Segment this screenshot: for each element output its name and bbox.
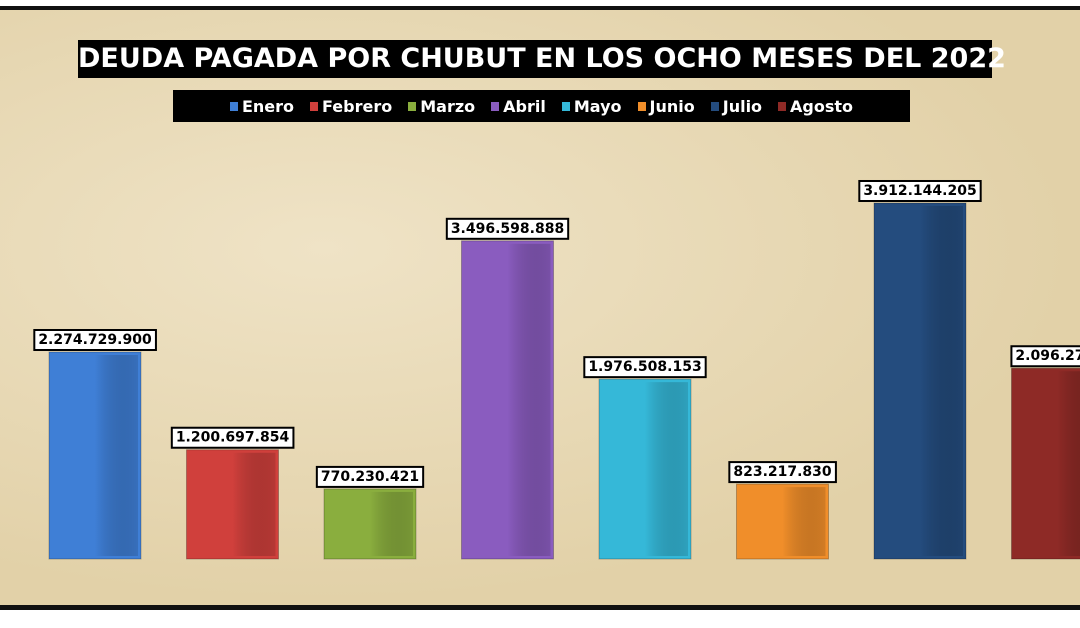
data-label-box: [583, 356, 707, 379]
bar-shading: [464, 243, 551, 556]
legend-item: Junio: [637, 96, 695, 116]
data-label-box: [1010, 345, 1080, 368]
legend-swatch: [561, 101, 570, 111]
bar-shading: [877, 205, 963, 556]
bar-shading: [52, 354, 138, 556]
bar-shading: [327, 491, 413, 556]
data-label: 3.496.598.888: [451, 221, 564, 237]
legend-label: Febrero: [322, 96, 393, 116]
data-label-box: [445, 217, 570, 240]
legend-item: Mayo: [561, 96, 622, 116]
legend-item: Abril: [491, 97, 546, 116]
legend-item: Julio: [710, 96, 763, 116]
data-label-box: [170, 426, 295, 449]
data-label-box: [728, 461, 837, 484]
legend-item: Febrero: [310, 97, 392, 116]
data-label-box: [315, 465, 425, 488]
legend-swatch: [408, 101, 417, 111]
legend-item: Agosto: [778, 97, 853, 116]
data-label: 823.217.830: [733, 464, 832, 480]
legend-item: Marzo: [408, 97, 475, 116]
legend-swatch: [710, 101, 719, 111]
legend-swatch: [778, 101, 787, 111]
legend-label: Enero: [241, 96, 295, 116]
chart-plot: 2.274.729.900 1.200.697.854 770.230.421 3.4…: [33, 179, 1080, 560]
data-label-box: [33, 328, 157, 351]
legend-swatch: [491, 101, 500, 111]
legend-swatch: [637, 101, 646, 111]
legend-swatch: [229, 101, 238, 111]
legend-label: Julio: [722, 96, 763, 116]
data-label: 2.274.729.900: [38, 332, 152, 348]
data-label-box: [858, 179, 982, 202]
bar-shading: [602, 382, 688, 556]
bar-shading: [739, 487, 826, 556]
legend-label: Agosto: [790, 96, 854, 116]
bar-shading: [189, 452, 276, 556]
legend-label: Mayo: [573, 96, 622, 116]
legend: Enero Febrero Marzo Abril Mayo Junio Julio Agos…: [173, 90, 910, 122]
legend-label: Marzo: [420, 96, 476, 116]
bar-shading: [1014, 371, 1080, 556]
chart-title: DEUDA PAGADA POR CHUBUT EN LOS OCHO MESE…: [78, 40, 1006, 78]
legend-label: Junio: [649, 96, 695, 116]
data-label: 770.230.421: [321, 469, 419, 485]
data-label: 2.096.277.: [1015, 348, 1080, 364]
legend-swatch: [310, 101, 319, 111]
chart-frame: 2.274.729.900 1.200.697.854 770.230.421 3.4…: [0, 6, 1080, 610]
legend-label: Abril: [503, 96, 546, 116]
data-label: 1.976.508.153: [588, 359, 701, 375]
legend-item: Enero: [229, 96, 295, 116]
data-label: 1.200.697.854: [176, 430, 290, 446]
data-label: 3.912.144.205: [863, 183, 976, 199]
